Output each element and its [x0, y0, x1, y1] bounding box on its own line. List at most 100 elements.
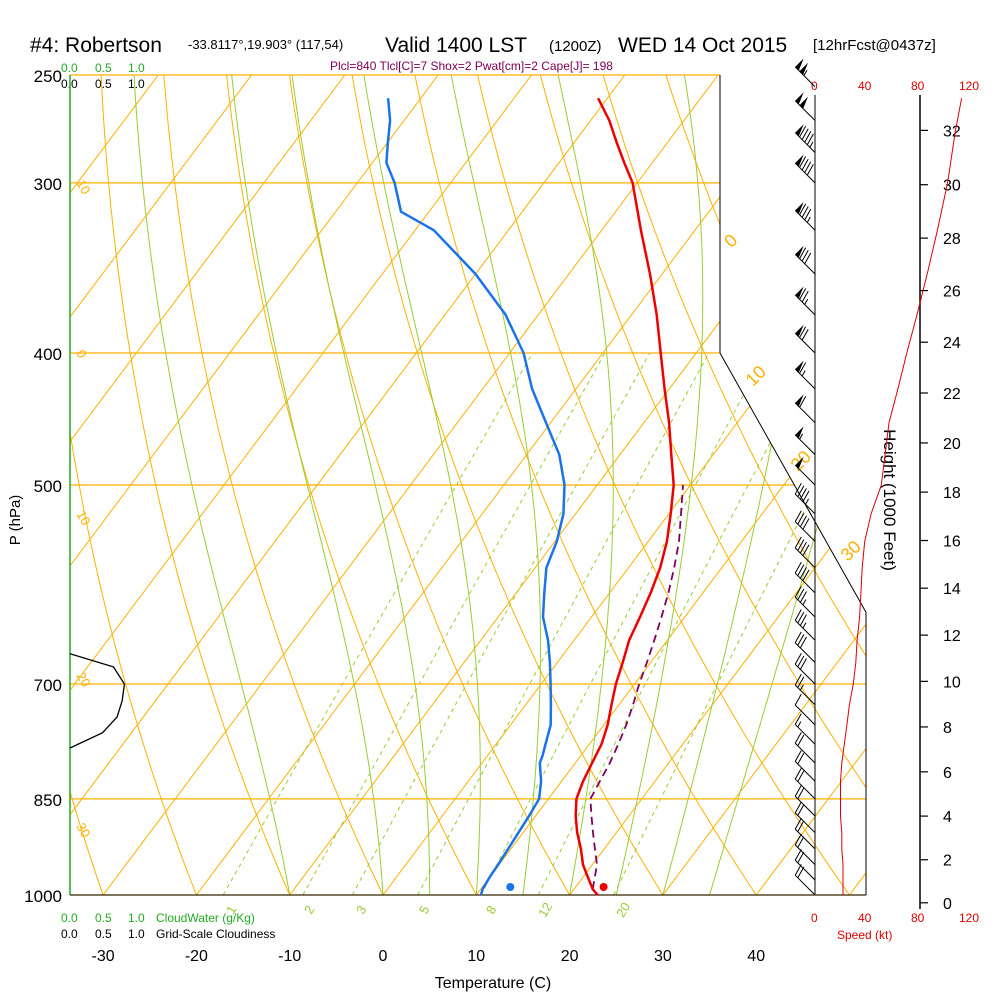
wind-barb-full-flag: [799, 247, 807, 259]
isotherm-value-label: 10: [73, 177, 93, 197]
wind-barb-full-flag: [799, 488, 807, 500]
wind-barb: [794, 785, 816, 817]
wind-barb-full-flag: [799, 156, 807, 168]
wind-barb-pennant: [795, 124, 804, 137]
wind-barb-staff: [794, 663, 816, 685]
wind-barb-full-flag: [801, 329, 809, 341]
temperature-tick-label: -30: [92, 948, 115, 965]
wind-barb: [794, 833, 816, 866]
wind-barb: [794, 324, 816, 354]
wind-barb-full-flag: [794, 732, 802, 744]
wind-speed-profile-line: [840, 98, 963, 895]
wind-barb-full-flag: [794, 785, 802, 797]
wind-barb-full-flag: [797, 634, 805, 646]
height-tick-label: 22: [943, 386, 961, 403]
temperature-tick-label: -20: [185, 948, 208, 965]
wind-barb-staff: [794, 874, 816, 896]
pressure-tick-label: 500: [34, 477, 62, 496]
moist-adiabat-line: [231, 75, 384, 895]
wind-barb: [794, 456, 816, 486]
wind-barb-staff: [794, 684, 816, 706]
moist-adiabat-line: [557, 75, 614, 895]
wind-barb: [794, 360, 816, 390]
wind-barb-full-flag: [797, 588, 805, 601]
height-tick-label: 20: [943, 436, 961, 453]
dry-adiabat-line: [414, 75, 757, 895]
mixing-ratio-value-label: 12: [535, 900, 555, 920]
wind-barb: [794, 713, 816, 745]
speed-bottom-tick-4: 120: [959, 911, 979, 925]
wind-barb-pennant: [795, 456, 804, 469]
wind-barb-full-flag: [799, 396, 807, 408]
height-tick-label: 16: [943, 534, 961, 551]
wind-barb: [794, 561, 816, 594]
parcel-trace-line: [589, 484, 684, 890]
wind-barb-full-flag: [797, 820, 805, 832]
temperature-tick-label: 20: [561, 948, 579, 965]
dry-adiabat-line: [226, 75, 477, 895]
height-tick-label: 32: [943, 123, 961, 140]
wind-barb-full-flag: [794, 609, 802, 621]
wind-barb-full-flag: [794, 631, 802, 643]
dry-adiabat-line: [100, 75, 291, 895]
dry-adiabat-line: [602, 75, 866, 895]
wind-barb-staff: [794, 521, 816, 542]
cloudwater-axis-label: CloudWater (g/Kg): [156, 911, 255, 925]
cloudwater-bottom-tick-1: 0.0: [61, 911, 78, 925]
wind-barb: [794, 536, 816, 569]
wind-barb-full-flag: [797, 676, 805, 688]
wind-barb-staff: [794, 859, 816, 881]
wind-barb: [794, 849, 816, 881]
station-name: #4: Robertson: [30, 34, 162, 57]
wind-barb-full-flag: [797, 851, 805, 864]
stability-indices: Plcl=840 Tlcl[C]=7 Shox=2 Pwat[cm]=2 Cap…: [330, 59, 613, 73]
wind-barb-full-flag: [797, 866, 805, 879]
temperature-surface-marker: [599, 883, 608, 891]
wind-barb-full-flag: [794, 693, 802, 706]
wind-barb-full-flag: [799, 515, 807, 527]
isotherm-value-label: 30: [73, 820, 93, 840]
wind-barb-full-flag: [799, 125, 807, 138]
cloudiness-axis-label: Grid-Scale Cloudiness: [156, 927, 275, 941]
wind-barb: [794, 801, 816, 834]
wind-barb-full-flag: [804, 161, 812, 173]
wind-barb-full-flag: [801, 290, 809, 303]
temperature-tick-label: -10: [278, 948, 301, 965]
wind-barb-full-flag: [797, 539, 805, 551]
wind-barb-full-flag: [794, 767, 802, 780]
wind-barb: [794, 631, 816, 663]
wind-barb: [794, 864, 816, 896]
forecast-info: [12hrFcst@0437z]: [813, 37, 936, 54]
isotherm-line: [70, 75, 346, 895]
wind-barb-full-flag: [794, 510, 802, 522]
dry-adiabat-line: [70, 75, 197, 895]
dry-adiabat-line: [351, 75, 664, 895]
wind-barb-staff: [794, 493, 816, 515]
wind-barb-staff: [794, 778, 816, 800]
dewpoint-line: [385, 98, 566, 896]
wind-barb-half-flag: [801, 370, 806, 377]
wind-barb-pennant: [795, 426, 804, 439]
moist-adiabat-line: [363, 75, 481, 895]
wind-barb-staff: [794, 812, 816, 834]
wind-barb-full-flag: [797, 752, 805, 765]
valid-time: Valid 1400 LST: [385, 34, 527, 57]
wind-barb-pennant: [795, 394, 804, 407]
wind-barb: [794, 201, 816, 231]
wind-barb-full-flag: [799, 288, 807, 300]
cloudwater-top-tick-1: 0.0: [61, 61, 78, 75]
wind-barb-full-flag: [797, 770, 805, 782]
height-tick-label: 18: [943, 485, 961, 502]
cloudwater-bottom-tick-3: 1.0: [128, 911, 145, 925]
wind-barb: [794, 154, 816, 184]
wind-barb: [794, 732, 816, 764]
height-tick-label: 12: [943, 628, 961, 645]
height-tick-label: 24: [943, 335, 961, 352]
wind-barb-half-flag: [799, 684, 804, 691]
height-axis-title: Height (1000 Feet): [880, 429, 899, 571]
wind-barb-half-flag: [799, 433, 804, 440]
valid-time-z: (1200Z): [549, 38, 602, 55]
isotherm-line: [70, 75, 253, 895]
pressure-tick-label: 850: [34, 791, 62, 810]
